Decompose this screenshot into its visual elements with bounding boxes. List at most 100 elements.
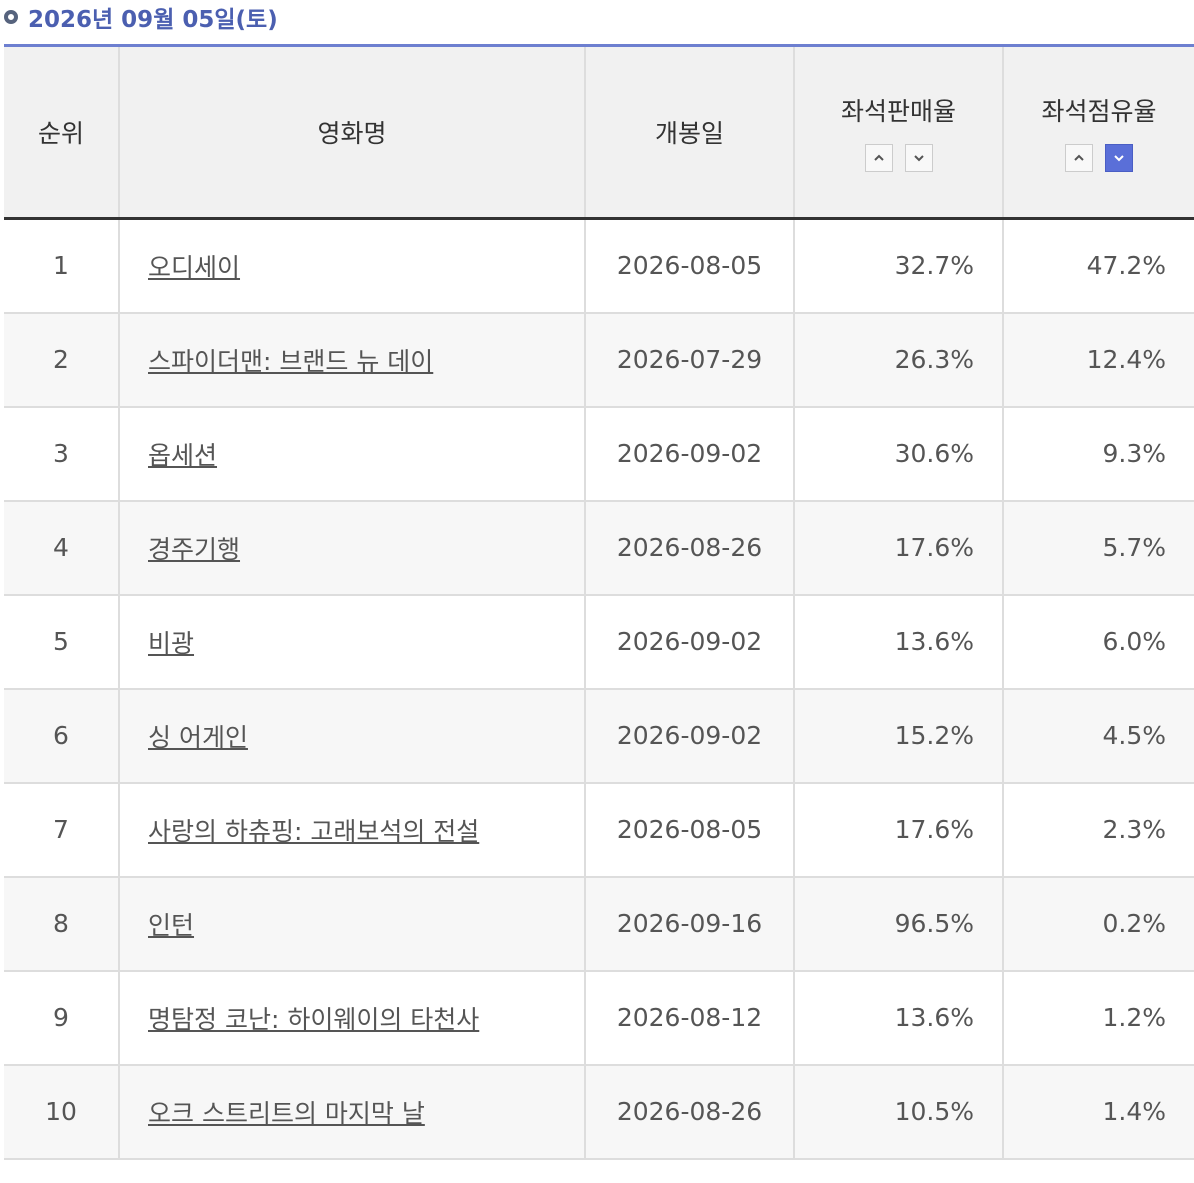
cell-text: 30.6% bbox=[894, 439, 974, 468]
table-row: 3 옵세션 2026-09-02 30.6% 9.3% bbox=[4, 406, 1194, 502]
cell-text: 4 bbox=[53, 533, 69, 562]
cell-text: 13.6% bbox=[894, 627, 974, 656]
table-row: 9 명탐정 코난: 하이웨이의 타천사 2026-08-12 13.6% 1.2% bbox=[4, 970, 1194, 1066]
sort-ascending[interactable] bbox=[1065, 144, 1093, 172]
movie-link[interactable]: 싱 어게인 bbox=[148, 722, 248, 752]
cell-text: 3 bbox=[53, 439, 69, 468]
table-cell: 오크 스트리트의 마지막 날 bbox=[118, 1064, 585, 1160]
cell-text: 2026-08-26 bbox=[616, 1097, 763, 1126]
sort-buttons bbox=[795, 144, 1002, 172]
cell-text: 2.3% bbox=[1102, 815, 1166, 844]
cell-text: 10 bbox=[45, 1097, 77, 1126]
movie-link[interactable]: 사랑의 하츄핑: 고래보석의 전설 bbox=[148, 816, 480, 846]
movie-link[interactable]: 인턴 bbox=[148, 910, 195, 940]
table-row: 5 비광 2026-09-02 13.6% 6.0% bbox=[4, 594, 1194, 690]
cell-text: 5 bbox=[53, 627, 69, 656]
table-cell: 47.2% bbox=[1002, 218, 1194, 314]
column-title: 좌석점유율 bbox=[1041, 97, 1157, 126]
sort-descending[interactable] bbox=[904, 144, 933, 172]
table-cell: 2026-09-02 bbox=[584, 594, 794, 690]
table-cell: 2026-08-05 bbox=[584, 782, 794, 878]
column-title: 영화명 bbox=[317, 119, 387, 148]
cell-text: 7 bbox=[53, 815, 69, 844]
table-cell: 5 bbox=[4, 594, 119, 690]
sort-ascending[interactable] bbox=[864, 144, 893, 172]
column-header: 영화명 bbox=[118, 47, 585, 220]
table-cell: 2026-09-16 bbox=[584, 876, 794, 972]
movie-link[interactable]: 오크 스트리트의 마지막 날 bbox=[148, 1098, 425, 1128]
cell-text: 15.2% bbox=[894, 721, 974, 750]
table-cell: 10 bbox=[4, 1064, 119, 1160]
table-cell: 0.2% bbox=[1002, 876, 1194, 972]
table-cell: 9 bbox=[4, 970, 119, 1066]
cell-text: 4.5% bbox=[1102, 721, 1166, 750]
table-cell: 3 bbox=[4, 406, 119, 502]
date-heading: 2026년 09월 05일(토) bbox=[4, 0, 278, 34]
cell-text: 1.4% bbox=[1102, 1097, 1166, 1126]
table-cell: 7 bbox=[4, 782, 119, 878]
table-cell: 명탐정 코난: 하이웨이의 타천사 bbox=[118, 970, 585, 1066]
table-cell: 8 bbox=[4, 876, 119, 972]
table-cell: 15.2% bbox=[793, 688, 1003, 784]
movie-link[interactable]: 옵세션 bbox=[148, 440, 218, 470]
cell-text: 2026-08-26 bbox=[616, 533, 763, 562]
column-header: 순위 bbox=[4, 47, 119, 220]
table-cell: 9.3% bbox=[1002, 406, 1194, 502]
table-cell: 2026-08-26 bbox=[584, 1064, 794, 1160]
movie-link[interactable]: 명탐정 코난: 하이웨이의 타천사 bbox=[148, 1004, 480, 1034]
table-row: 7 사랑의 하츄핑: 고래보석의 전설 2026-08-05 17.6% 2.3% bbox=[4, 782, 1194, 878]
movie-link[interactable]: 오디세이 bbox=[148, 252, 241, 282]
sort-descending[interactable] bbox=[1105, 144, 1133, 172]
table-cell: 2026-08-05 bbox=[584, 218, 794, 314]
bullet-icon bbox=[4, 10, 18, 24]
cell-text: 47.2% bbox=[1086, 251, 1166, 281]
column-header: 좌석점유율 bbox=[1002, 47, 1194, 220]
table-row: 2 스파이더맨: 브랜드 뉴 데이 2026-07-29 26.3% 12.4% bbox=[4, 312, 1194, 408]
table-row: 1 오디세이 2026-08-05 32.7% 47.2% bbox=[4, 218, 1194, 314]
table-row: 4 경주기행 2026-08-26 17.6% 5.7% bbox=[4, 500, 1194, 596]
table-cell: 2026-07-29 bbox=[584, 312, 794, 408]
cell-text: 96.5% bbox=[894, 909, 974, 938]
cell-text: 2026-09-02 bbox=[616, 439, 763, 468]
cell-text: 6.0% bbox=[1102, 627, 1166, 656]
table-cell: 5.7% bbox=[1002, 500, 1194, 596]
movie-link[interactable]: 비광 bbox=[148, 628, 195, 658]
table-row: 10 오크 스트리트의 마지막 날 2026-08-26 10.5% 1.4% bbox=[4, 1064, 1194, 1160]
cell-text: 2 bbox=[53, 345, 69, 374]
cell-text: 2026-08-05 bbox=[616, 251, 763, 281]
cell-text: 5.7% bbox=[1102, 533, 1166, 562]
cell-text: 6 bbox=[53, 721, 69, 750]
column-title: 좌석판매율 bbox=[840, 97, 956, 126]
movie-link[interactable]: 경주기행 bbox=[148, 534, 241, 564]
cell-text: 2026-09-02 bbox=[616, 627, 763, 656]
table-cell: 2026-09-02 bbox=[584, 688, 794, 784]
table-cell: 2026-08-12 bbox=[584, 970, 794, 1066]
table-cell: 1 bbox=[4, 218, 119, 314]
cell-text: 9 bbox=[53, 1003, 69, 1032]
column-title: 순위 bbox=[37, 119, 84, 148]
table-cell: 32.7% bbox=[793, 218, 1003, 314]
table-cell: 6.0% bbox=[1002, 594, 1194, 690]
table-row: 6 싱 어게인 2026-09-02 15.2% 4.5% bbox=[4, 688, 1194, 784]
cell-text: 10.5% bbox=[894, 1097, 974, 1126]
table-cell: 비광 bbox=[118, 594, 585, 690]
cell-text: 26.3% bbox=[894, 345, 974, 374]
table-cell: 2026-08-26 bbox=[584, 500, 794, 596]
table-cell: 2026-09-02 bbox=[584, 406, 794, 502]
table-cell: 2 bbox=[4, 312, 119, 408]
table-cell: 17.6% bbox=[793, 782, 1003, 878]
table-cell: 오디세이 bbox=[118, 218, 585, 314]
table-cell: 사랑의 하츄핑: 고래보석의 전설 bbox=[118, 782, 585, 878]
cell-text: 17.6% bbox=[894, 815, 974, 844]
movie-link[interactable]: 스파이더맨: 브랜드 뉴 데이 bbox=[148, 346, 434, 376]
cell-text: 2026-07-29 bbox=[616, 345, 763, 374]
table-cell: 스파이더맨: 브랜드 뉴 데이 bbox=[118, 312, 585, 408]
cell-text: 2026-09-16 bbox=[616, 909, 763, 938]
cell-text: 32.7% bbox=[894, 251, 974, 281]
table-cell: 1.2% bbox=[1002, 970, 1194, 1066]
table-cell: 17.6% bbox=[793, 500, 1003, 596]
cell-text: 13.6% bbox=[894, 1003, 974, 1032]
table-cell: 4.5% bbox=[1002, 688, 1194, 784]
sort-buttons bbox=[1004, 144, 1194, 172]
